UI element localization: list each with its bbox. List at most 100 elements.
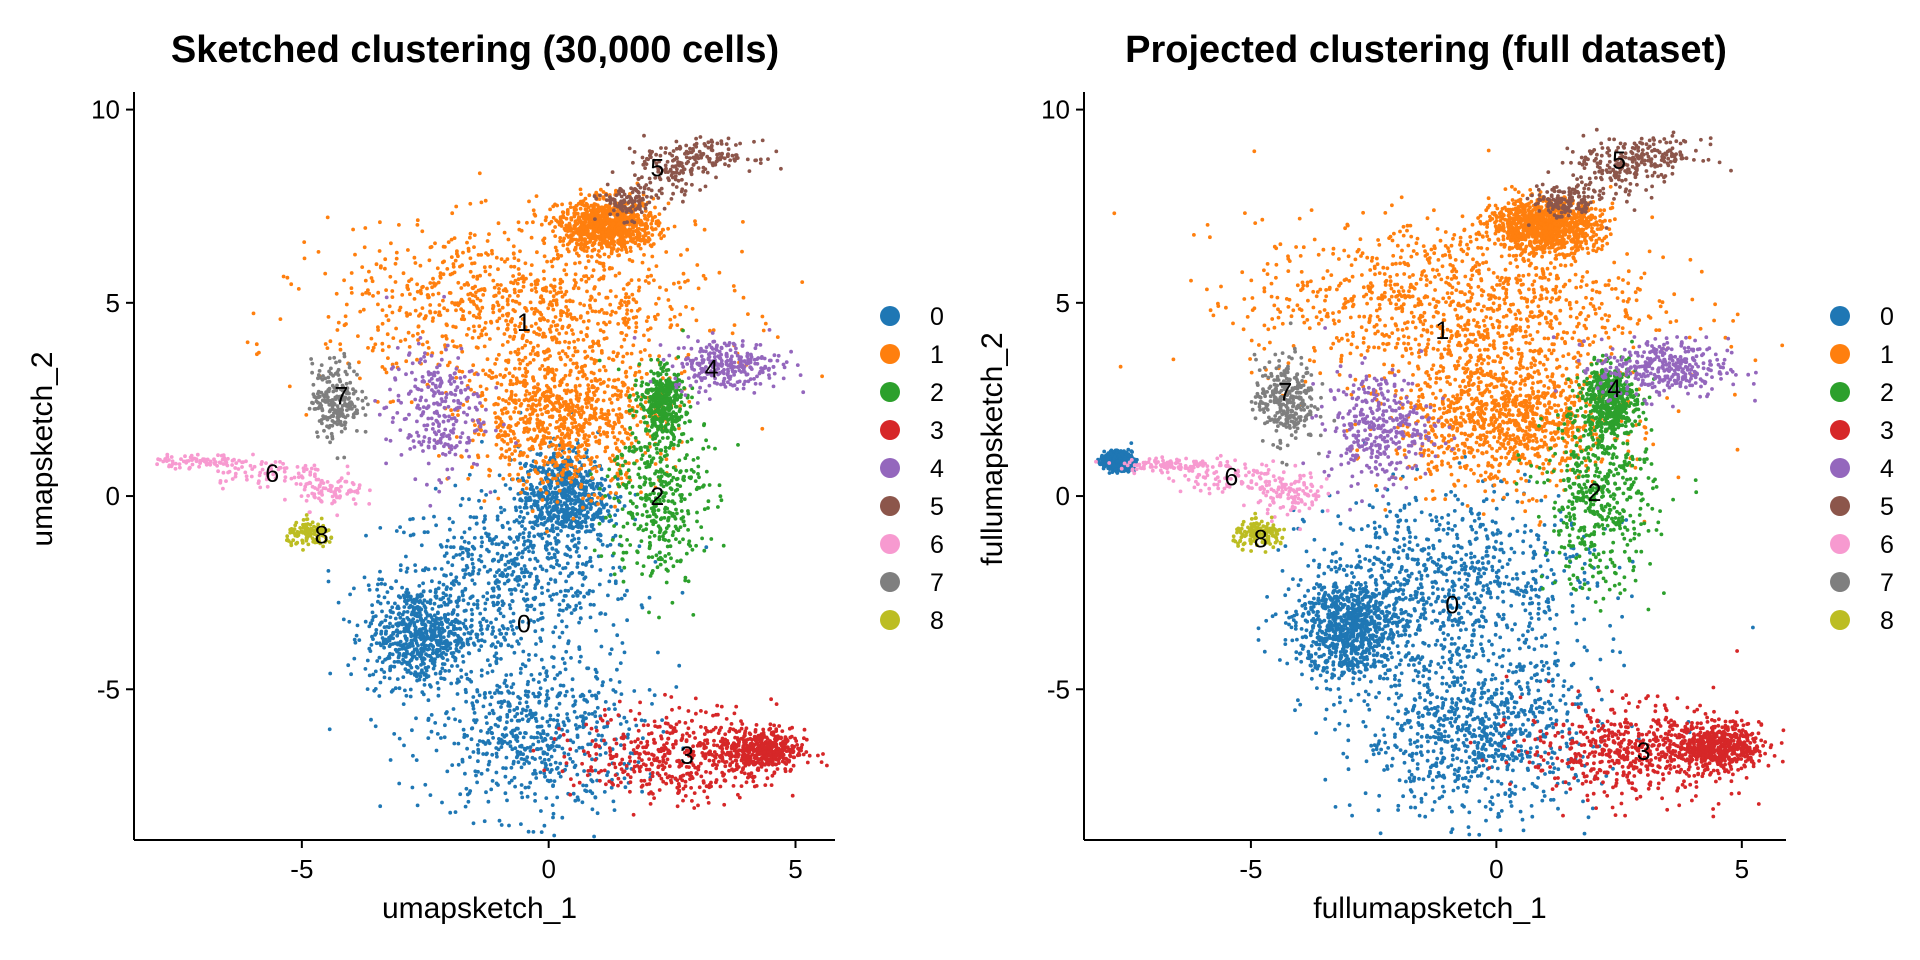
data-point <box>567 340 572 345</box>
data-point <box>610 430 615 435</box>
data-point <box>524 461 528 466</box>
data-point <box>382 625 387 630</box>
data-point <box>524 759 529 763</box>
data-point <box>677 663 682 668</box>
data-point <box>602 268 607 272</box>
data-point <box>553 447 558 452</box>
data-point <box>431 292 435 297</box>
data-point <box>398 630 403 635</box>
data-point <box>423 666 428 670</box>
data-point <box>434 634 439 639</box>
data-point <box>514 381 519 386</box>
data-point <box>481 616 486 621</box>
data-point <box>581 496 585 501</box>
data-point <box>380 321 385 326</box>
data-point <box>517 701 522 706</box>
data-point <box>620 360 625 364</box>
data-point <box>547 723 552 728</box>
chart-title: Sketched clustering (30,000 cells) <box>171 29 779 71</box>
data-point <box>556 539 561 544</box>
data-point <box>539 477 544 482</box>
data-point <box>545 479 550 484</box>
data-point <box>481 293 486 297</box>
data-point <box>502 635 506 640</box>
data-point <box>418 263 423 268</box>
data-point <box>565 498 570 503</box>
data-point <box>585 438 590 443</box>
data-point <box>551 307 556 312</box>
data-point <box>674 685 679 689</box>
chart-panel-0: Sketched clustering (30,000 cells)012345… <box>26 29 944 925</box>
data-point <box>355 623 360 628</box>
data-point <box>518 403 523 408</box>
data-point <box>540 627 545 632</box>
data-point <box>592 493 597 497</box>
data-point <box>666 298 671 302</box>
data-point <box>413 599 418 604</box>
data-point <box>403 337 408 342</box>
data-point <box>544 491 549 495</box>
data-point <box>542 757 547 762</box>
data-point <box>493 645 498 650</box>
data-point <box>565 247 570 252</box>
data-point <box>549 480 554 485</box>
data-point <box>575 565 580 569</box>
data-point <box>446 597 451 601</box>
data-point <box>516 347 521 352</box>
data-point <box>457 581 461 586</box>
data-point <box>480 540 484 545</box>
data-point <box>534 403 539 408</box>
data-point <box>415 289 420 294</box>
data-point <box>370 279 375 284</box>
data-point <box>377 249 382 253</box>
data-point <box>672 315 677 319</box>
data-point <box>570 388 574 393</box>
data-point <box>559 357 563 362</box>
data-point <box>496 326 500 331</box>
data-point <box>463 572 468 577</box>
data-point <box>609 313 613 317</box>
data-point <box>453 620 458 624</box>
data-point <box>510 452 514 456</box>
data-point <box>447 669 451 673</box>
data-point <box>510 298 515 303</box>
data-point <box>483 607 487 612</box>
data-point <box>601 488 606 493</box>
data-point <box>585 405 589 410</box>
data-point <box>435 266 440 271</box>
data-point <box>517 366 522 371</box>
data-point <box>523 527 527 531</box>
data-point <box>554 248 559 253</box>
data-point <box>577 383 582 388</box>
data-point <box>572 472 577 477</box>
data-point <box>532 502 536 507</box>
data-point <box>586 742 590 747</box>
data-point <box>568 554 573 559</box>
data-point <box>373 342 378 347</box>
data-point <box>388 636 393 641</box>
data-point <box>455 664 460 668</box>
data-point <box>370 603 374 607</box>
data-point <box>606 509 611 513</box>
data-point <box>525 511 530 516</box>
data-point <box>454 579 459 584</box>
data-point <box>591 431 595 436</box>
data-point <box>466 249 471 253</box>
data-point <box>553 536 557 540</box>
data-point <box>599 407 604 412</box>
data-point <box>384 288 388 292</box>
data-point <box>679 253 683 257</box>
data-point <box>543 761 548 766</box>
data-point <box>595 455 599 459</box>
data-point <box>622 593 627 598</box>
data-point <box>590 524 594 529</box>
data-point <box>525 220 529 225</box>
data-point <box>461 621 466 626</box>
data-point <box>558 670 562 675</box>
data-point <box>571 740 576 745</box>
data-point <box>508 486 513 491</box>
data-point <box>561 243 566 248</box>
data-point <box>597 241 602 246</box>
data-point <box>461 660 466 664</box>
data-point <box>513 366 517 371</box>
